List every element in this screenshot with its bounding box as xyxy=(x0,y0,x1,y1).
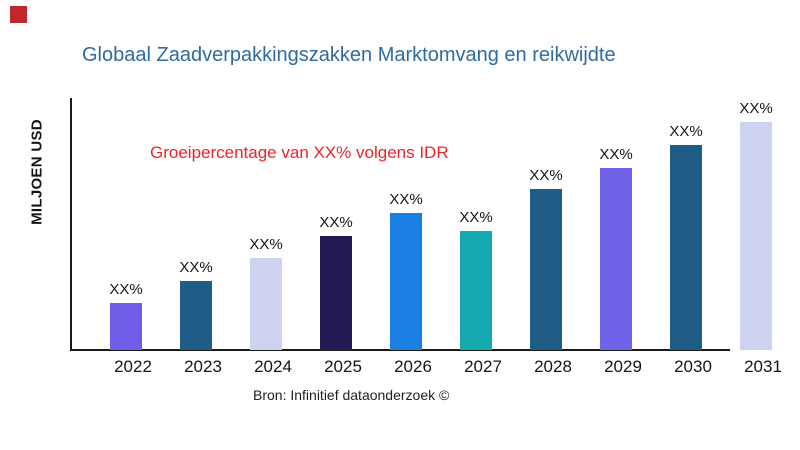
bar-value-label-2027: XX% xyxy=(459,209,493,226)
bar-value-label-2029: XX% xyxy=(599,146,633,163)
bar-2023 xyxy=(180,281,212,350)
bar-value-label-2030: XX% xyxy=(669,123,703,140)
bar-2027 xyxy=(460,231,492,350)
bar-value-label-2031: XX% xyxy=(739,100,773,117)
source-caption: Bron: Infinitief dataonderzoek © xyxy=(253,387,450,403)
x-axis-line xyxy=(70,349,730,351)
x-tick-label-2028: 2028 xyxy=(534,357,572,376)
x-tick-label-2023: 2023 xyxy=(184,357,222,376)
y-axis-line xyxy=(70,98,72,351)
x-tick-label-2027: 2027 xyxy=(464,357,502,376)
x-tick-label-2025: 2025 xyxy=(324,357,362,376)
bar-2028 xyxy=(530,189,562,350)
bar-value-label-2026: XX% xyxy=(389,191,423,208)
bar-value-label-2023: XX% xyxy=(179,259,213,276)
bar-2026 xyxy=(390,213,422,350)
x-tick-label-2030: 2030 xyxy=(674,357,712,376)
x-tick-label-2024: 2024 xyxy=(254,357,292,376)
bar-2022 xyxy=(110,303,142,350)
x-tick-label-2029: 2029 xyxy=(604,357,642,376)
bar-2029 xyxy=(600,168,632,350)
bar-2024 xyxy=(250,258,282,350)
x-tick-label-2031: 2031 xyxy=(744,357,782,376)
bar-2025 xyxy=(320,236,352,350)
bar-value-label-2024: XX% xyxy=(249,236,283,253)
x-tick-label-2026: 2026 xyxy=(394,357,432,376)
bar-value-label-2025: XX% xyxy=(319,214,353,231)
bar-value-label-2022: XX% xyxy=(109,281,143,298)
bar-value-label-2028: XX% xyxy=(529,167,563,184)
brand-mark xyxy=(10,6,27,23)
y-axis-label: MILJOEN USD xyxy=(28,119,46,225)
bar-2031 xyxy=(740,122,772,350)
x-tick-label-2022: 2022 xyxy=(114,357,152,376)
bar-2030 xyxy=(670,145,702,350)
growth-rate-annotation: Groeipercentage van XX% volgens IDR xyxy=(150,143,449,162)
chart-title: Globaal Zaadverpakkingszakken Marktomvan… xyxy=(82,44,616,66)
